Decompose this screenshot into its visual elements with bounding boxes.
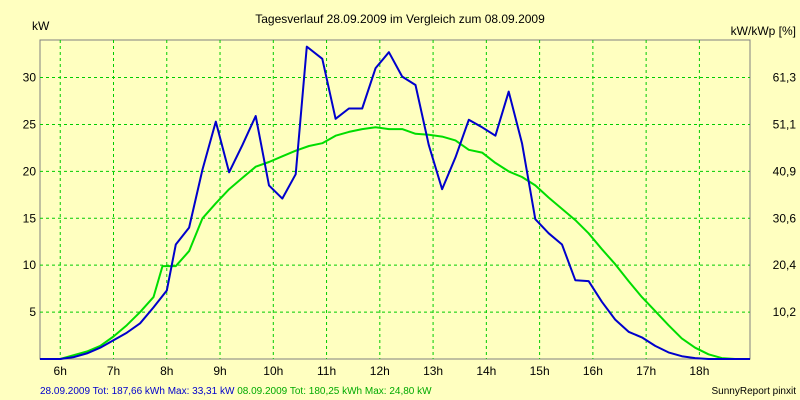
credit-text: SunnyReport pinxit <box>712 386 797 397</box>
legend: 28.09.2009 Tot: 187,66 kWh Max: 33,31 kW… <box>40 386 432 397</box>
left-tick-label: 25 <box>23 117 37 131</box>
series-lines <box>40 45 750 360</box>
right-tick-label: 30,6 <box>773 211 797 225</box>
x-tick-label: 13h <box>423 364 443 378</box>
x-tick-label: 7h <box>107 364 120 378</box>
x-tick-label: 6h <box>54 364 67 378</box>
right-tick-label: 61,3 <box>773 71 797 85</box>
x-tick-label: 10h <box>263 364 283 378</box>
right-tick-label: 20,4 <box>773 258 797 272</box>
right-axis-ticks: 10,2 20,4 30,6 40,9 51,1 61,3 <box>773 71 797 320</box>
x-tick-label: 14h <box>476 364 496 378</box>
left-tick-label: 20 <box>23 164 37 178</box>
right-axis-unit-label: kW/kWp [%] <box>731 24 796 38</box>
x-tick-label: 17h <box>636 364 656 378</box>
x-tick-label: 16h <box>583 364 603 378</box>
x-tick-label: 8h <box>160 364 173 378</box>
left-tick-label: 5 <box>29 305 36 319</box>
legend-series-1-summary: Tot: 187,66 kWh Max: 33,31 kW <box>93 386 235 397</box>
series-line-1 <box>40 45 750 360</box>
x-tick-label: 15h <box>530 364 550 378</box>
left-tick-label: 10 <box>23 258 37 272</box>
chart-title: Tagesverlauf 28.09.2009 im Vergleich zum… <box>255 12 545 26</box>
x-tick-label: 18h <box>689 364 709 378</box>
right-tick-label: 10,2 <box>773 305 797 319</box>
x-axis-ticks: 6h 7h 8h 9h 10h 11h 12h 13h 14h 15h 16h 17h 18h <box>54 364 710 378</box>
x-tick-label: 12h <box>370 364 390 378</box>
right-tick-label: 51,1 <box>773 117 797 131</box>
legend-series-2-name: 08.09.2009 <box>237 386 287 397</box>
x-tick-label: 11h <box>317 364 336 378</box>
legend-series-1-name: 28.09.2009 <box>40 386 90 397</box>
left-tick-label: 30 <box>23 71 37 85</box>
legend-series-2-summary: Tot: 180,25 kWh Max: 24,80 kW <box>290 386 432 397</box>
grid-lines <box>40 40 750 359</box>
left-axis-unit-label: kW <box>32 19 50 33</box>
series-line-2 <box>40 126 750 360</box>
x-tick-label: 9h <box>213 364 226 378</box>
right-tick-label: 40,9 <box>773 164 797 178</box>
left-axis-ticks: 5 10 15 20 25 30 <box>23 71 37 320</box>
plot-area <box>39 39 751 360</box>
left-tick-label: 15 <box>23 211 37 225</box>
